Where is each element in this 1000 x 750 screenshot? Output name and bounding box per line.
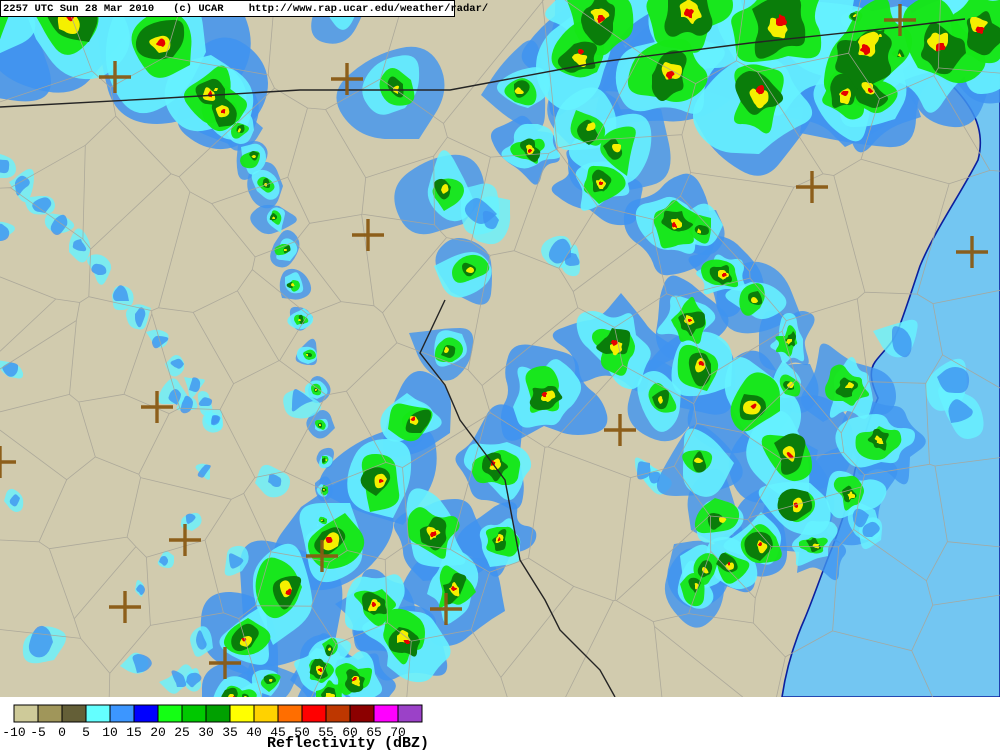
svg-text:5: 5	[82, 725, 90, 740]
svg-text:35: 35	[222, 725, 238, 740]
svg-text:25: 25	[174, 725, 190, 740]
svg-text:40: 40	[246, 725, 262, 740]
svg-text:-5: -5	[30, 725, 46, 740]
svg-text:0: 0	[58, 725, 66, 740]
svg-text:-10: -10	[2, 725, 25, 740]
svg-text:20: 20	[150, 725, 166, 740]
svg-text:Reflectivity (dBZ): Reflectivity (dBZ)	[267, 735, 429, 750]
svg-text:30: 30	[198, 725, 214, 740]
svg-text:10: 10	[102, 725, 118, 740]
svg-text:15: 15	[126, 725, 142, 740]
